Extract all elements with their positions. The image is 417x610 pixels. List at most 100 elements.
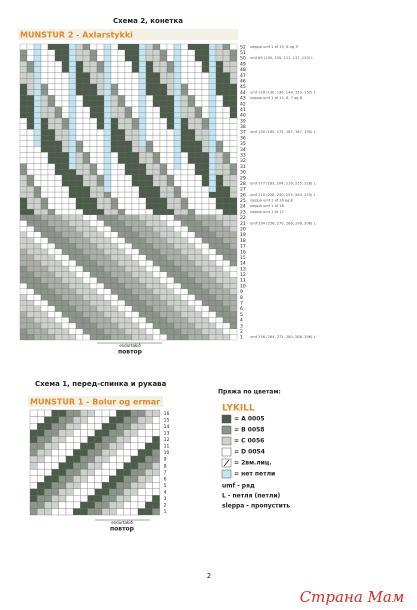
cell [73,422,81,430]
cell [166,55,175,62]
cell [123,462,131,470]
cell [51,436,59,443]
cell [208,140,217,147]
cell [131,294,140,301]
cell [19,265,28,272]
cell [215,186,224,193]
cell [110,134,119,141]
cell [130,416,139,424]
cell [117,243,126,250]
cell [152,72,161,79]
cell [208,157,217,164]
cell [110,203,119,210]
cell [173,123,182,130]
legend-item: = B 0058 [234,427,264,434]
cell [138,203,147,210]
cell [89,334,98,341]
cell [75,231,84,238]
cell [37,482,45,489]
cell [117,174,126,181]
cell [51,429,59,437]
row-number: 10 [164,450,170,456]
cell [131,83,140,90]
cell [58,442,67,450]
cell [166,72,175,79]
cell [47,78,56,84]
cell [222,117,231,124]
cell [222,254,231,261]
cell [89,186,98,193]
cell [180,140,189,147]
cell [37,429,45,437]
cell [61,328,70,335]
cell [194,186,203,193]
cell [173,43,182,50]
cell [75,305,84,312]
cell [208,214,217,221]
cell [19,260,28,267]
cell [145,288,154,295]
cell [222,83,231,90]
row-number: 7 [240,301,243,307]
cell [201,49,210,56]
cell [152,334,161,341]
cell [138,123,147,130]
cell [222,78,231,84]
cell [29,501,38,509]
cell [110,334,119,341]
cell [103,55,112,62]
row-note: sleppa umf 1 af 15, 6 og 7l [250,45,298,49]
cell [40,282,49,289]
cell [131,260,140,267]
cell [47,288,56,295]
cell [145,482,153,489]
cell [124,300,133,306]
cell [73,475,81,483]
cell [89,60,98,67]
cell [138,328,147,335]
cell [61,282,70,289]
cell [131,146,140,153]
cell [138,174,147,181]
cell [19,282,28,289]
cell [44,495,52,503]
cell [26,72,35,79]
cell [82,123,91,130]
row-number: 13 [240,266,246,272]
cell [89,72,98,79]
cell [145,409,153,417]
cell [26,100,35,107]
cell [208,226,217,232]
cell [166,271,175,278]
cell [82,260,91,267]
cell [159,95,168,102]
cell [201,260,210,267]
cell [222,152,231,158]
cell [208,271,217,278]
cell [82,89,91,96]
cell [103,49,112,56]
cell [75,226,84,232]
cell [96,282,105,289]
cell [187,117,196,124]
cell [208,231,217,238]
cell [68,231,77,238]
cell [215,117,224,124]
cell [187,231,196,238]
cell [19,174,28,181]
cell [124,129,133,136]
cell [173,66,182,73]
cell [173,191,182,198]
cell [68,328,77,335]
cell [159,106,168,113]
cell [40,180,49,187]
cell [229,106,238,113]
cell [19,294,28,301]
cell [152,416,160,424]
cell [103,123,112,130]
cell [68,305,77,312]
cell [82,300,91,306]
cell [40,226,49,232]
cell [89,43,98,50]
cell [117,197,126,204]
